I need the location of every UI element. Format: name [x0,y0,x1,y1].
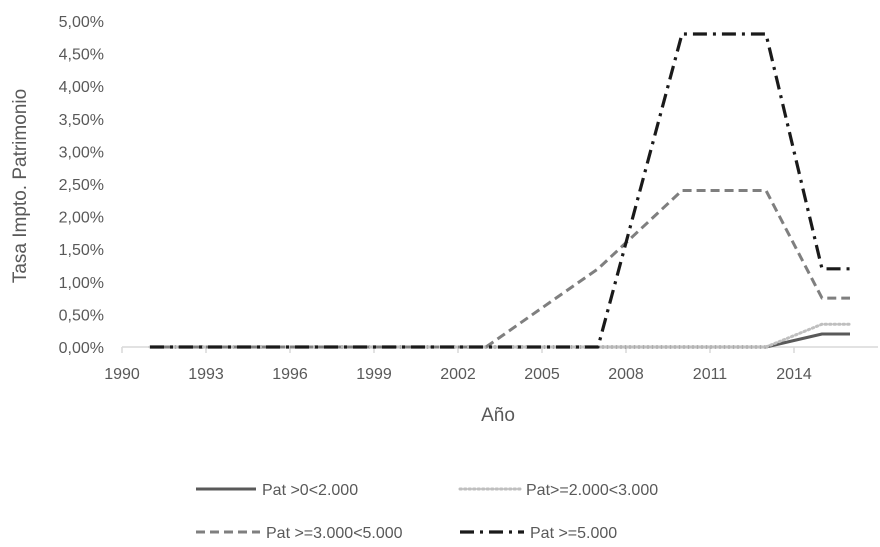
x-axis-ticks: 1990 1993 1996 1999 2002 2005 2008 2011 2014 [104,347,812,383]
y-tick-label: 2,00% [59,210,104,227]
x-tick-label: 2002 [440,366,476,383]
y-tick-label: 3,50% [59,112,104,129]
y-tick-label: 1,00% [59,275,104,292]
series-line-dashdot [150,32,850,349]
y-tick-label: 0,00% [59,340,104,357]
legend-label: Pat >0<2.000 [262,482,358,499]
legend-label: Pat >=5.000 [530,525,617,542]
x-tick-label: 2014 [776,366,812,383]
y-tick-label: 2,50% [59,177,104,194]
y-tick-label: 4,00% [59,79,104,96]
x-tick-label: 1993 [188,366,224,383]
y-tick-label: 5,00% [59,14,104,31]
y-axis-title: Tasa Impto. Patrimonio [10,89,31,283]
x-tick-label: 2005 [524,366,560,383]
x-axis-title: Año [481,405,515,426]
y-tick-label: 4,50% [59,47,104,64]
x-tick-label: 2008 [608,366,644,383]
series-line-dashed [150,189,850,349]
series-lines [148,32,852,349]
y-tick-label: 0,50% [59,307,104,324]
y-tick-label: 3,00% [59,144,104,161]
legend-label: Pat >=3.000<5.000 [266,525,403,542]
y-axis-ticks: 0,00% 0,50% 1,00% 1,50% 2,00% 2,50% 3,00% 3,50%… [59,14,104,357]
x-tick-label: 1990 [104,366,140,383]
x-tick-label: 2011 [693,366,728,383]
x-tick-label: 1999 [356,366,392,383]
x-tick-label: 1996 [272,366,308,383]
y-tick-label: 1,50% [59,242,104,259]
legend-label: Pat>=2.000<3.000 [526,482,658,499]
legend: Pat >0<2.000 Pat>=2.000<3.000 Pat >=3.000<… [196,482,658,542]
